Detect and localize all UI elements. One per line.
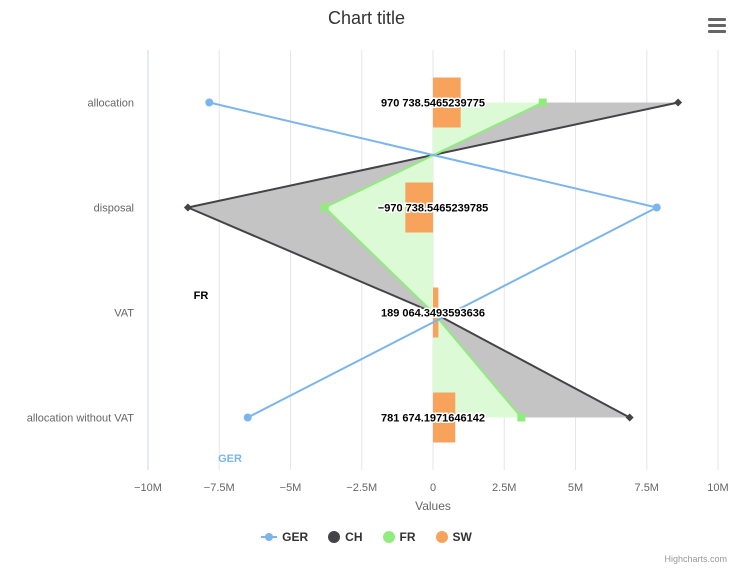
- data-label: 970 738.5465239775: [381, 98, 485, 110]
- legend-label: SW: [452, 530, 472, 544]
- series-annotation: GER: [218, 453, 242, 465]
- point-fr: [517, 413, 526, 422]
- category-label: allocation: [88, 98, 134, 110]
- tick-label: −7.5M: [204, 482, 235, 494]
- tick-label: 5M: [568, 482, 583, 494]
- bar-sw: [405, 182, 433, 233]
- axis-title: Values: [415, 499, 451, 513]
- legend-label: FR: [399, 530, 416, 544]
- legend-item-sw[interactable]: SW: [435, 530, 472, 544]
- context-menu-icon[interactable]: [708, 18, 726, 34]
- point-ger: [205, 98, 214, 107]
- point-ger: [243, 413, 252, 422]
- chart-title: Chart title: [327, 8, 406, 28]
- bar-sw: [433, 77, 461, 128]
- category-label: disposal: [94, 203, 134, 215]
- tick-label: 0: [430, 482, 436, 494]
- data-label: −970 738.5465239785: [378, 203, 488, 215]
- category-label: VAT: [114, 308, 134, 320]
- point-fr: [538, 98, 547, 107]
- legend-symbol-icon: [435, 531, 448, 543]
- tick-label: 2.5M: [492, 482, 516, 494]
- point-ger: [652, 203, 661, 212]
- data-label: 781 674.1971646142: [381, 413, 485, 425]
- tick-label: −2.5M: [346, 482, 377, 494]
- legend-symbol-icon: [261, 533, 278, 541]
- data-label: 189 064.3493593636: [381, 308, 485, 320]
- series-annotation: FR: [194, 290, 209, 302]
- point-ch: [183, 203, 192, 212]
- point-ch: [625, 413, 634, 422]
- tick-label: 10M: [707, 482, 728, 494]
- point-fr: [320, 203, 329, 212]
- legend-item-fr[interactable]: FR: [382, 530, 416, 544]
- tick-label: −5M: [280, 482, 302, 494]
- legend-symbol-icon: [382, 531, 395, 543]
- credits-link[interactable]: Highcharts.com: [664, 554, 727, 564]
- tick-label: −10M: [134, 482, 162, 494]
- legend-label: GER: [282, 530, 309, 544]
- legend-label: CH: [345, 530, 363, 544]
- category-label: allocation without VAT: [27, 413, 134, 425]
- legend-item-ch[interactable]: CH: [328, 530, 363, 544]
- legend-item-ger[interactable]: GER: [261, 530, 308, 544]
- point-ch: [674, 98, 683, 107]
- bar-sw: [433, 287, 439, 338]
- bar-sw: [433, 392, 456, 443]
- tick-label: 7.5M: [635, 482, 659, 494]
- chart-legend: GER CH FR SW: [0, 530, 733, 546]
- legend-symbol-icon: [328, 531, 341, 543]
